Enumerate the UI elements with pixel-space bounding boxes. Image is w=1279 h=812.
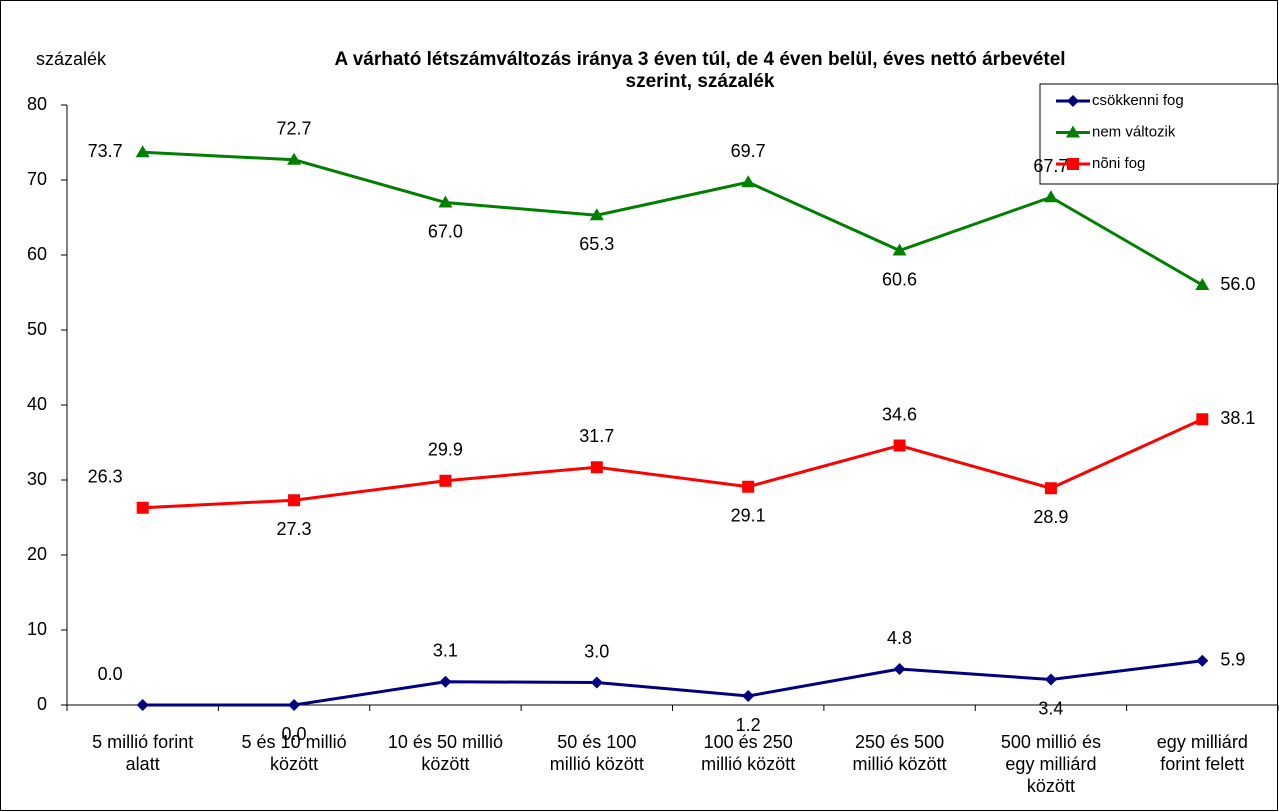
data-label: 31.7 bbox=[579, 426, 614, 446]
marker bbox=[136, 501, 149, 514]
y-tick-label: 60 bbox=[27, 244, 47, 264]
marker bbox=[893, 439, 906, 452]
data-label: 29.9 bbox=[428, 440, 463, 460]
y-tick-label: 0 bbox=[37, 694, 47, 714]
data-label: 67.0 bbox=[428, 221, 463, 241]
data-label: 27.3 bbox=[277, 519, 312, 539]
marker bbox=[741, 175, 756, 188]
marker bbox=[742, 480, 755, 493]
marker bbox=[589, 208, 604, 221]
marker bbox=[893, 663, 906, 675]
data-label: 1.2 bbox=[736, 715, 761, 735]
data-label: 73.7 bbox=[88, 141, 123, 161]
y-axis-label: százalék bbox=[36, 49, 107, 69]
data-label: 67.7 bbox=[1033, 156, 1068, 176]
marker bbox=[136, 699, 149, 711]
data-label: 29.1 bbox=[731, 506, 766, 526]
marker bbox=[439, 675, 452, 688]
legend-label: nõni fog bbox=[1092, 155, 1145, 172]
data-label: 69.7 bbox=[731, 141, 766, 161]
marker bbox=[287, 152, 302, 165]
data-label: 0.0 bbox=[98, 664, 123, 684]
data-label: 38.1 bbox=[1220, 408, 1255, 428]
marker bbox=[439, 474, 452, 487]
data-label: 4.8 bbox=[887, 628, 912, 648]
marker bbox=[1044, 673, 1057, 686]
series-line bbox=[142, 417, 1203, 510]
marker bbox=[742, 690, 755, 702]
y-tick-label: 40 bbox=[27, 394, 47, 414]
data-label: 3.1 bbox=[433, 641, 458, 661]
x-tick-label: 50 és 100 millió között bbox=[550, 732, 644, 774]
x-tick-label: 5 és 10 millió között bbox=[242, 732, 347, 774]
marker bbox=[590, 676, 603, 689]
series-line bbox=[142, 150, 1204, 287]
y-tick-label: 10 bbox=[27, 619, 47, 639]
y-tick-label: 30 bbox=[27, 469, 47, 489]
y-tick-label: 20 bbox=[27, 544, 47, 564]
series-line bbox=[142, 659, 1203, 707]
marker bbox=[135, 145, 150, 158]
data-label: 5.9 bbox=[1220, 650, 1245, 670]
data-label: 60.6 bbox=[882, 269, 917, 289]
marker bbox=[1196, 413, 1209, 426]
x-tick-label: 10 és 50 millió között bbox=[388, 732, 503, 774]
x-tick-label: 5 millió forint alatt bbox=[92, 732, 193, 774]
data-label: 65.3 bbox=[579, 234, 614, 254]
data-label: 28.9 bbox=[1033, 507, 1068, 527]
data-label: 26.3 bbox=[88, 467, 123, 487]
y-tick-label: 70 bbox=[27, 169, 47, 189]
x-tick-label: 100 és 250 millió között bbox=[701, 732, 795, 774]
data-label: 56.0 bbox=[1220, 274, 1255, 294]
marker bbox=[1044, 482, 1057, 495]
x-tick-label: egy milliárd forint felett bbox=[1157, 732, 1248, 774]
marker bbox=[892, 243, 907, 256]
data-label: 3.0 bbox=[584, 641, 609, 661]
marker bbox=[438, 195, 453, 208]
data-label: 0.0 bbox=[282, 724, 307, 744]
marker bbox=[1043, 190, 1058, 203]
legend-label: csökkenni fog bbox=[1092, 92, 1184, 109]
marker bbox=[288, 699, 301, 711]
marker bbox=[1196, 654, 1209, 667]
data-label: 3.4 bbox=[1038, 698, 1063, 718]
marker bbox=[1195, 278, 1210, 290]
y-tick-label: 50 bbox=[27, 319, 47, 339]
legend-label: nem változik bbox=[1092, 123, 1176, 140]
y-tick-label: 80 bbox=[27, 94, 47, 114]
marker bbox=[288, 494, 301, 507]
legend-marker bbox=[1067, 158, 1079, 170]
data-label: 34.6 bbox=[882, 404, 917, 424]
x-tick-label: 500 millió és egy milliárd között bbox=[1001, 732, 1101, 796]
marker bbox=[590, 461, 603, 474]
legend-marker bbox=[1067, 95, 1079, 107]
x-tick-label: 250 és 500 millió között bbox=[853, 732, 947, 774]
chart-title: A várható létszámváltozás iránya 3 éven … bbox=[334, 49, 1065, 92]
data-label: 72.7 bbox=[277, 119, 312, 139]
legend-marker bbox=[1066, 125, 1080, 138]
